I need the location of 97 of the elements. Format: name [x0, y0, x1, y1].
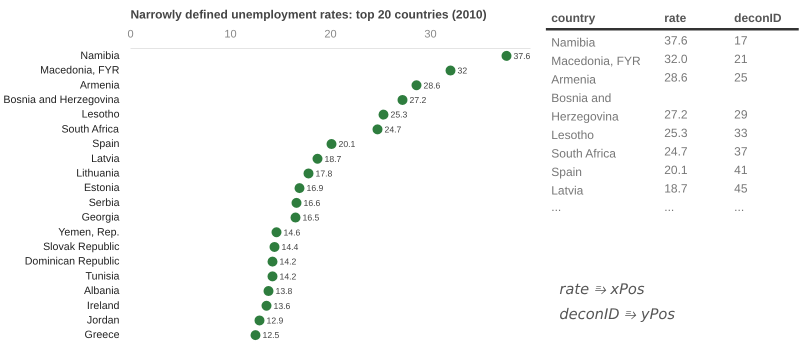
text: Spain	[551, 165, 582, 179]
text: Macedonia, FYR	[551, 54, 641, 68]
y-tick-label: Latvia	[91, 152, 120, 165]
point	[268, 271, 278, 282]
y-tick-label: Tunisia	[86, 270, 120, 282]
y-tick-label: Armenia	[80, 79, 120, 92]
text: Bosnia and Herzegovina	[551, 91, 619, 124]
data-label: 17.8	[316, 168, 333, 178]
text: Lesotho	[551, 128, 594, 142]
text: 21	[734, 52, 748, 66]
text: Armenia	[551, 72, 596, 86]
y-tick-label: Estonia	[84, 182, 120, 194]
point	[290, 212, 300, 223]
point	[270, 242, 280, 252]
point	[254, 315, 264, 326]
data-label: 16.5	[302, 212, 320, 223]
data-label: 12.5	[262, 330, 280, 340]
point	[272, 227, 282, 238]
text: ...	[551, 200, 562, 214]
y-tick-label: Serbia	[88, 196, 120, 209]
data-label: 12.9	[266, 315, 284, 326]
chart-title: Narrowly defined unemployment rates: top 20 countries (2010)	[130, 8, 487, 22]
point	[446, 66, 456, 76]
text: 45	[734, 182, 748, 196]
point	[292, 198, 302, 208]
y-tick-label: Macedonia, FYR	[40, 64, 120, 77]
y-tick-label: Ireland	[86, 300, 120, 312]
data-label: 14.6	[284, 227, 301, 238]
text: 29	[734, 108, 748, 122]
data-label: 14.4	[282, 242, 299, 252]
data-label: 14.2	[280, 271, 297, 282]
y-tick-label: Slovak Republic	[43, 240, 120, 253]
text: 20.1	[664, 163, 688, 177]
data-label: 13.6	[274, 300, 291, 311]
point	[412, 80, 422, 90]
point	[502, 50, 512, 61]
y-tick-label: Lesotho	[82, 108, 120, 121]
data-label: 25.3	[390, 110, 408, 120]
text: ...	[734, 200, 744, 214]
data-label: 28.6	[424, 80, 441, 90]
text: 37	[734, 144, 748, 158]
text: 33	[734, 126, 748, 140]
point	[262, 300, 272, 311]
y-tick-label: Namibia	[80, 50, 120, 62]
point	[378, 110, 388, 120]
y-tick-label: Albania	[84, 285, 120, 298]
category-label: deconID	[734, 11, 782, 25]
data-label: 24.7	[384, 124, 402, 134]
text: 25.3	[664, 126, 688, 140]
category-label: country	[551, 11, 596, 25]
text: 27.2	[664, 108, 688, 122]
text: 37.6	[664, 34, 688, 48]
point	[398, 94, 408, 105]
text: 18.7	[664, 182, 688, 196]
y-tick-label: Lithuania	[76, 167, 120, 180]
data-label: 27.2	[410, 94, 427, 105]
data-label: 18.7	[324, 154, 342, 164]
x-tick-label: 30	[424, 28, 437, 40]
point	[268, 256, 278, 267]
data-label: 16.9	[306, 183, 324, 194]
y-tick-label: Dominican Republic	[24, 256, 120, 268]
point	[304, 168, 314, 178]
x-tick-label: 20	[324, 28, 337, 40]
data-label: 37.6	[514, 50, 531, 61]
point	[312, 154, 322, 164]
text: ...	[664, 200, 674, 214]
text: deconID ⥱ yPos	[559, 306, 676, 323]
y-tick-label: Bosnia and Herzegovina	[3, 94, 120, 106]
x-tick-label: 0	[127, 28, 134, 40]
text: Namibia	[551, 36, 596, 50]
data-label: 32	[458, 66, 468, 76]
text: rate ⥱ xPos	[559, 281, 645, 298]
data-label: 14.2	[280, 256, 297, 267]
x-tick-label: 10	[224, 28, 237, 40]
text: 24.7	[664, 144, 688, 158]
y-tick-label: Georgia	[82, 212, 120, 224]
text: 32.0	[664, 52, 688, 66]
text: South Africa	[551, 146, 616, 160]
data-label: 16.6	[304, 198, 321, 208]
y-tick-label: Spain	[92, 138, 120, 150]
data-label: 20.1	[338, 139, 356, 150]
y-tick-label: Yemen, Rep.	[58, 226, 120, 238]
point	[326, 139, 336, 150]
y-tick-label: Greece	[84, 329, 120, 342]
point	[250, 330, 260, 340]
text: Latvia	[551, 184, 584, 198]
text: 41	[734, 163, 748, 177]
category-label: rate	[664, 11, 687, 25]
text: 28.6	[664, 70, 688, 84]
point	[372, 124, 382, 134]
data-label: 13.8	[276, 286, 293, 296]
text: 25	[734, 70, 748, 84]
point	[294, 183, 304, 194]
y-tick-label: Jordan	[86, 314, 120, 326]
y-tick-label: South Africa	[61, 123, 119, 136]
point	[264, 286, 274, 296]
text: 17	[734, 34, 748, 48]
